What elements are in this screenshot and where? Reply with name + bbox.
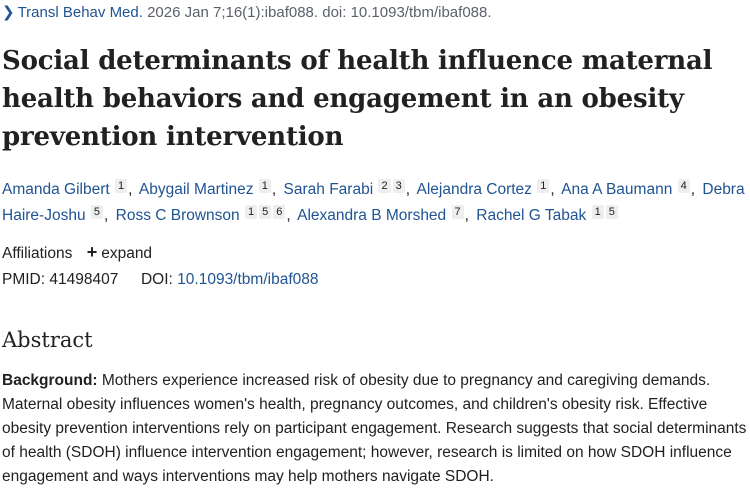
citation-line: ❯ Transl Behav Med. 2026 Jan 7;16(1):ibaf… (2, 3, 492, 23)
author-separator: , (464, 207, 469, 224)
abstract-heading: Abstract (2, 328, 93, 352)
article-title: Social determinants of health influence … (2, 46, 713, 152)
pmid-label: PMID: (2, 271, 46, 288)
chevron-right-icon[interactable]: ❯ (2, 4, 15, 21)
author-separator: , (405, 181, 411, 198)
background-label: Background: (2, 372, 98, 389)
doi-link[interactable]: 10.1093/tbm/ibaf088 (177, 271, 319, 288)
affiliations-label: Affiliations (2, 245, 73, 262)
affiliation-number[interactable]: 6 (273, 205, 286, 219)
author-separator: , (690, 181, 696, 198)
author-link[interactable]: Debra Haire-Joshu (2, 181, 745, 224)
author-link[interactable]: Abygail Martinez (138, 181, 254, 198)
expand-label: expand (101, 245, 153, 262)
affiliation-number[interactable]: 3 (392, 179, 405, 193)
plus-icon: + (86, 242, 98, 262)
expand-affiliations-button[interactable]: + expand (86, 242, 153, 262)
affiliation-number[interactable]: 2 (378, 179, 391, 193)
affiliation-number[interactable]: 7 (451, 205, 464, 219)
author-link[interactable]: Sarah Farabi (283, 181, 374, 198)
author-separator: , (286, 207, 291, 224)
author-link[interactable]: Amanda Gilbert (2, 181, 110, 198)
affiliation-number[interactable]: 1 (258, 179, 271, 193)
affiliation-number[interactable]: 5 (90, 205, 103, 219)
author-separator: , (104, 207, 109, 224)
pmid-value: 41498407 (49, 271, 119, 288)
author-separator: , (271, 181, 277, 198)
affiliation-number[interactable]: 1 (537, 179, 550, 193)
affiliation-number[interactable]: 1 (591, 205, 604, 219)
author-link[interactable]: Ana A Baumann (561, 181, 673, 198)
identifiers-row: PMID: 41498407 DOI: 10.1093/tbm/ibaf088 (2, 270, 319, 290)
author-separator: , (550, 181, 555, 198)
affiliation-number[interactable]: 5 (605, 205, 618, 219)
background-text: Mothers experience increased risk of obe… (2, 372, 747, 485)
author-link[interactable]: Alejandra Cortez (416, 181, 532, 198)
journal-link[interactable]: Transl Behav Med. (17, 4, 143, 21)
author-link[interactable]: Rachel G Tabak (476, 207, 587, 224)
affiliation-number[interactable]: 1 (115, 179, 128, 193)
author-list: Amanda Gilbert 1, Abygail Martinez 1, Sa… (2, 177, 747, 229)
affiliation-number[interactable]: 4 (677, 179, 690, 193)
affiliations-row: Affiliations + expand (2, 242, 152, 264)
citation-details: 2026 Jan 7;16(1):ibaf088. doi: 10.1093/t… (147, 4, 492, 21)
abstract-background: Background: Mothers experience increased… (2, 369, 750, 489)
affiliation-number[interactable]: 5 (259, 205, 272, 219)
author-link[interactable]: Alexandra B Morshed (297, 207, 447, 224)
author-link[interactable]: Ross C Brownson (115, 207, 240, 224)
doi-label: DOI: (140, 271, 173, 288)
affiliation-number[interactable]: 1 (244, 205, 258, 219)
author-separator: , (128, 181, 133, 198)
